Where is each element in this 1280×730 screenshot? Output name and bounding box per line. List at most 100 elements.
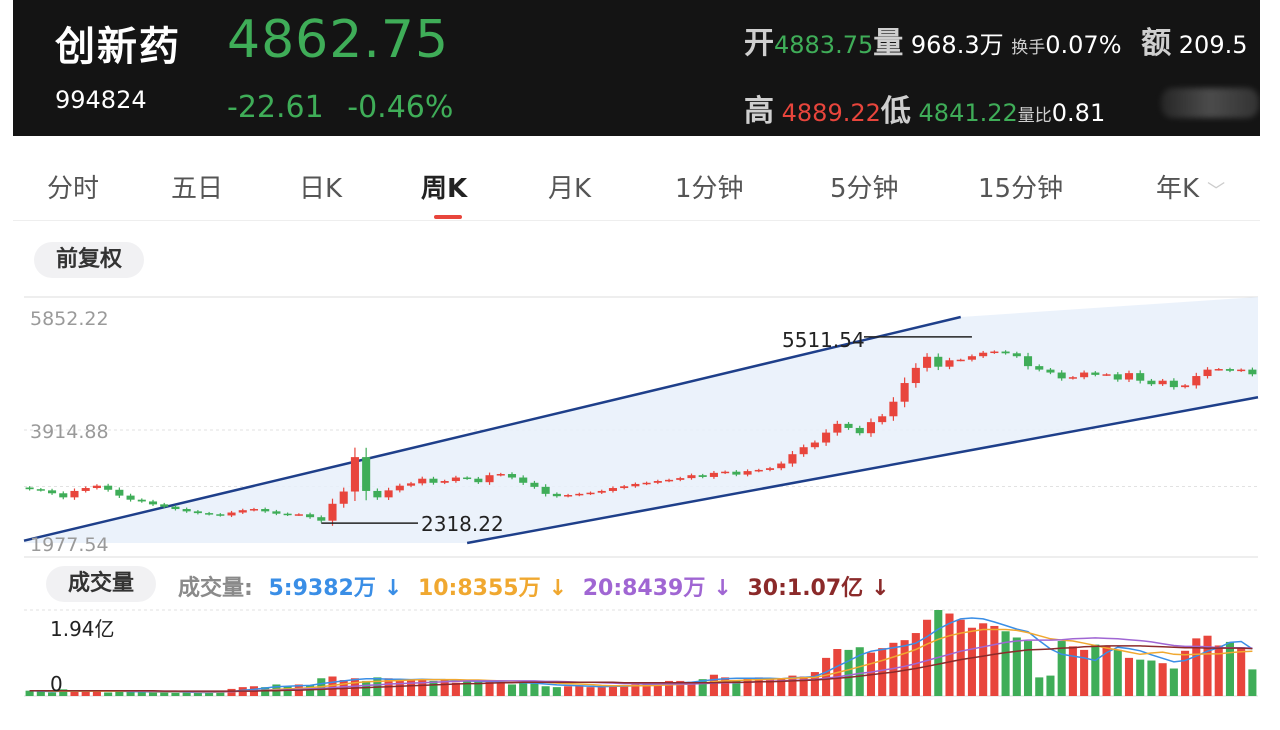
tab-five-day[interactable]: 五日 (171, 174, 224, 204)
tab-weekly-k[interactable]: 周K (421, 174, 468, 204)
volume-bar (1068, 646, 1077, 696)
volume-bar (418, 679, 427, 696)
tab-monthly-k[interactable]: 月K (548, 174, 592, 204)
volume-bar (1001, 631, 1010, 696)
amount-value: 209.5 (1178, 31, 1248, 59)
candle-body (1214, 369, 1223, 371)
candle-body (866, 422, 876, 434)
high-annotation-label: 5511.54 (782, 328, 865, 352)
volume-bar (552, 687, 561, 696)
candle-body (541, 486, 550, 494)
volume-bar (350, 678, 359, 696)
candle-body (249, 509, 259, 511)
volume-bar (339, 680, 348, 696)
volume-bar (945, 613, 954, 696)
candle-body (238, 510, 247, 513)
volume-bar (620, 686, 629, 696)
candle-body (1001, 351, 1010, 354)
candle-body (451, 477, 460, 482)
tab-yearly-k-label: 年K (1156, 174, 1200, 204)
change-percent: -0.46% (347, 90, 454, 125)
volume-bar (810, 672, 819, 696)
volume-bar (923, 619, 932, 696)
volume-bar (283, 686, 292, 696)
volume-bar (990, 625, 999, 696)
quote-header: 创新药 994824 4862.75 -22.61 -0.46% 开4883.7… (13, 0, 1260, 136)
candle-body (597, 490, 606, 493)
volume-legend-prefix: 成交量: (178, 576, 253, 601)
candle-body (171, 506, 180, 510)
volume-bar (36, 691, 45, 696)
candle-body (70, 490, 79, 498)
volume-bar (530, 683, 539, 696)
candle-body (395, 485, 404, 491)
volume-bar (1181, 650, 1190, 696)
adjust-mode-button[interactable]: 前复权 (34, 242, 145, 278)
stats-row-1: 开4883.75量 968.3万 换手0.07% 额 209.5 (744, 18, 1248, 62)
ma30-legend: 30:1.07亿 (747, 576, 864, 601)
low-label: 低 (880, 94, 911, 129)
tab-daily-k[interactable]: 日K (299, 174, 343, 204)
volume-bar (608, 685, 617, 696)
tab-intraday[interactable]: 分时 (47, 174, 100, 204)
candle-body (934, 356, 943, 367)
volume-bar (911, 633, 920, 696)
blurred-watermark (1161, 88, 1259, 118)
candle-body (463, 477, 472, 480)
volume-bar (238, 687, 247, 696)
candle-body (384, 490, 393, 498)
volume-bar (1147, 660, 1156, 696)
candle-body (294, 514, 303, 516)
volume-bar (1035, 677, 1044, 696)
volume-panel-button[interactable]: 成交量 (46, 566, 157, 602)
volume-bar (1046, 675, 1055, 696)
candle-body (1158, 380, 1167, 385)
candle-body (306, 514, 315, 518)
channel-upper-line (23, 315, 962, 542)
low-value: 4841.22 (918, 99, 1018, 127)
volume-bar (721, 677, 730, 696)
candle-body (620, 486, 629, 489)
volume-bar (362, 680, 371, 696)
volume-bar (440, 680, 449, 696)
candle-body (889, 401, 898, 417)
volume-ratio-value: 0.81 (1051, 99, 1106, 127)
candle-body (665, 479, 674, 482)
tab-5-minute[interactable]: 5分钟 (830, 174, 899, 204)
candle-body (754, 469, 763, 472)
candle-body (1091, 372, 1100, 375)
change-amount: -22.61 (227, 90, 324, 125)
volume-bar (70, 691, 79, 696)
candle-body (855, 427, 864, 434)
candle-body (160, 504, 169, 507)
candle-body (709, 472, 718, 477)
active-tab-indicator (434, 215, 462, 219)
tab-15-minute[interactable]: 15分钟 (978, 174, 1064, 204)
open-value: 4883.75 (774, 31, 874, 59)
volume-bar (474, 680, 483, 696)
candle-body (530, 482, 539, 487)
current-price: 4862.75 (227, 10, 450, 70)
tab-yearly-k[interactable]: 年K ﹀ (1156, 168, 1225, 205)
candle-body (1225, 369, 1234, 371)
candle-body (317, 517, 326, 521)
candle-body (642, 482, 651, 485)
volume-bar (463, 680, 472, 696)
volume-bar (676, 680, 685, 696)
candle-body (115, 489, 124, 496)
price-axis-label: 5852.22 (30, 308, 109, 330)
candle-body (653, 481, 662, 483)
candle-body (1169, 380, 1178, 388)
candle-body (205, 513, 214, 515)
volume-ratio-label: 量比 (1017, 106, 1052, 126)
volume-bar (1158, 663, 1167, 696)
volume-bar (597, 687, 606, 696)
volume-ma10-line (29, 628, 1253, 693)
ma10-down-arrow-icon: ↓ (548, 576, 568, 601)
volume-bar (631, 684, 640, 696)
candle-body (25, 487, 34, 490)
open-label: 开 (744, 26, 774, 61)
candle-body (844, 423, 853, 428)
tab-1-minute[interactable]: 1分钟 (675, 174, 744, 204)
